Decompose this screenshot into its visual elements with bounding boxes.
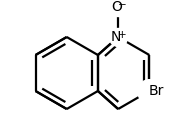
Text: O: O	[111, 0, 122, 14]
Text: −: −	[118, 0, 127, 10]
Text: +: +	[118, 30, 127, 40]
Text: N: N	[111, 30, 121, 44]
Text: Br: Br	[149, 84, 164, 98]
